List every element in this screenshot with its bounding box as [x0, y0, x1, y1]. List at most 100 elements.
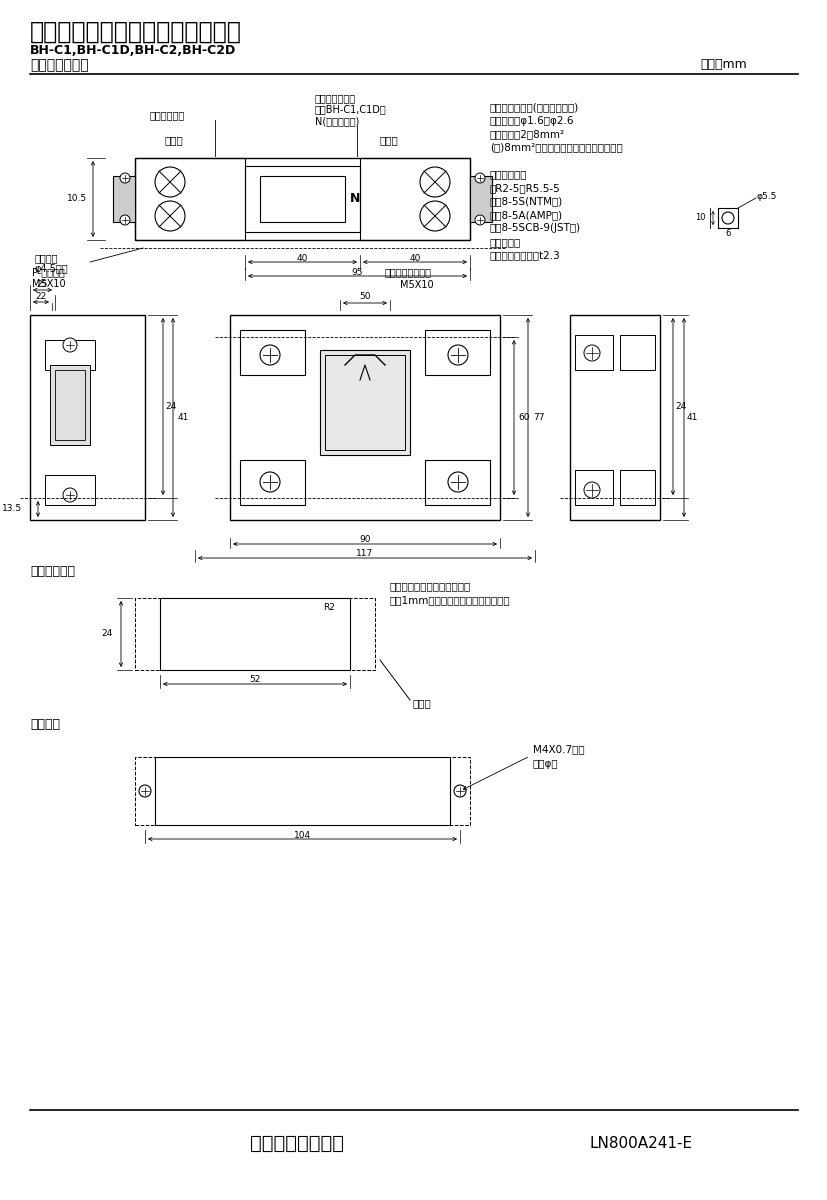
Text: P-なべねじ: P-なべねじ	[32, 266, 65, 277]
Text: 95: 95	[351, 269, 362, 277]
Circle shape	[583, 344, 600, 361]
Circle shape	[419, 167, 449, 197]
Bar	[319, 350, 409, 455]
Bar	[260, 176, 345, 222]
Bar	[230, 314, 500, 520]
Bar	[135, 757, 470, 826]
Bar	[155, 757, 449, 826]
Circle shape	[155, 200, 184, 230]
Bar	[360, 158, 470, 240]
Text: セルフアップねじ: セルフアップねじ	[385, 266, 432, 277]
Text: 片側1mmの腸間をもたせた寸法です。: 片側1mmの腸間をもたせた寸法です。	[390, 595, 510, 605]
Text: N(中性線記号): N(中性線記号)	[314, 116, 359, 126]
Bar	[135, 158, 245, 240]
Text: R2-5～R5.5-5: R2-5～R5.5-5	[490, 182, 560, 193]
Text: 40: 40	[409, 254, 420, 264]
Text: M5X10: M5X10	[399, 280, 433, 290]
Bar	[112, 176, 135, 222]
Bar	[135, 598, 375, 670]
Bar	[240, 330, 304, 374]
Text: 標準外形寸法図: 標準外形寸法図	[30, 58, 88, 72]
Text: 10: 10	[694, 214, 705, 222]
Bar	[325, 355, 404, 450]
Text: 25: 25	[36, 281, 48, 289]
Text: 取付つめ: 取付つめ	[35, 253, 59, 263]
Text: (注)8mm²電線は圧着端子をご使用下さい: (注)8mm²電線は圧着端子をご使用下さい	[490, 143, 622, 152]
Text: φ5.5: φ5.5	[756, 192, 777, 202]
Bar	[135, 158, 470, 240]
Bar	[424, 460, 490, 505]
Circle shape	[475, 173, 485, 182]
Text: 40: 40	[296, 254, 308, 264]
Bar	[240, 460, 304, 505]
Bar	[45, 475, 95, 505]
Text: 8-5SCB-9(JST社): 8-5SCB-9(JST社)	[490, 223, 581, 234]
Circle shape	[260, 344, 280, 365]
Text: 8-5A(AMP社): 8-5A(AMP社)	[490, 210, 562, 220]
Circle shape	[475, 215, 485, 224]
Text: 10.5: 10.5	[67, 194, 87, 204]
Bar	[470, 176, 491, 222]
Bar	[574, 470, 612, 505]
Text: 又はφ５: 又はφ５	[533, 758, 558, 769]
Text: N: N	[349, 192, 360, 205]
Bar	[45, 340, 95, 370]
Bar	[569, 314, 659, 520]
Text: 90: 90	[359, 535, 370, 545]
Text: 50: 50	[359, 293, 370, 301]
Circle shape	[120, 215, 130, 224]
Text: にのみ付きます: にのみ付きます	[314, 92, 356, 103]
Text: 8-5S(NTM社): 8-5S(NTM社)	[490, 197, 562, 206]
Text: 52: 52	[249, 676, 261, 684]
Bar	[160, 598, 350, 670]
Text: 60: 60	[518, 413, 528, 422]
Text: 遮断器の中心: 遮断器の中心	[150, 110, 185, 120]
Text: 穴明寸法: 穴明寸法	[30, 719, 60, 732]
Circle shape	[139, 785, 151, 797]
Bar	[30, 314, 145, 520]
Text: M5X10: M5X10	[32, 278, 65, 289]
Text: 6: 6	[724, 229, 729, 239]
Text: 24: 24	[674, 402, 686, 410]
Text: 穴明寸法は遮断器窓枠に対し: 穴明寸法は遮断器窓枠に対し	[390, 581, 471, 590]
Text: 最大導帯板厚　t2.3: 最大導帯板厚 t2.3	[490, 251, 560, 260]
Text: 三菱電機株式会社: 三菱電機株式会社	[250, 1134, 343, 1152]
Text: 24: 24	[165, 402, 176, 410]
Circle shape	[453, 785, 466, 797]
Text: 単位：mm: 単位：mm	[699, 59, 746, 72]
Text: 電源側: 電源側	[165, 134, 184, 145]
Circle shape	[155, 167, 184, 197]
Bar	[55, 370, 85, 440]
Text: 104: 104	[294, 830, 311, 840]
Text: 24: 24	[101, 630, 112, 638]
Text: M4X0.7ねじ: M4X0.7ねじ	[533, 744, 584, 754]
Text: 導帯加工図: 導帯加工図	[490, 236, 521, 247]
Text: 負荷側: 負荷側	[380, 134, 399, 145]
Circle shape	[260, 472, 280, 492]
Text: 適合圧着端子: 適合圧着端子	[490, 169, 527, 180]
Bar	[50, 365, 90, 445]
Text: 遮断器: 遮断器	[413, 698, 431, 708]
Bar	[424, 330, 490, 374]
Text: 適合電線サイズ(負荷端子のみ): 適合電線サイズ(負荷端子のみ)	[490, 102, 579, 112]
Text: φ4.5長穴: φ4.5長穴	[35, 264, 69, 274]
Text: 13.5: 13.5	[2, 504, 22, 514]
Circle shape	[447, 472, 467, 492]
Text: R2: R2	[323, 604, 334, 612]
Circle shape	[63, 338, 77, 352]
Text: 三菱分電盤用ノーヒューズ遮断器: 三菱分電盤用ノーヒューズ遮断器	[30, 20, 241, 44]
Circle shape	[120, 173, 130, 182]
Text: 単線　：φ1.6～φ2.6: 単線 ：φ1.6～φ2.6	[490, 115, 574, 126]
Text: LN800A241-E: LN800A241-E	[590, 1135, 692, 1151]
Text: 41: 41	[178, 413, 189, 422]
Bar	[619, 335, 654, 370]
Text: 表板穴明寸法: 表板穴明寸法	[30, 565, 75, 578]
Text: より線：2～8mm²: より線：2～8mm²	[490, 128, 565, 139]
Bar	[574, 335, 612, 370]
Circle shape	[583, 482, 600, 498]
Circle shape	[447, 344, 467, 365]
Bar	[619, 470, 654, 505]
Text: 22: 22	[36, 293, 46, 301]
Text: 注：BH-C1,C1D形: 注：BH-C1,C1D形	[314, 104, 386, 114]
Text: BH-C1,BH-C1D,BH-C2,BH-C2D: BH-C1,BH-C1D,BH-C2,BH-C2D	[30, 43, 236, 56]
